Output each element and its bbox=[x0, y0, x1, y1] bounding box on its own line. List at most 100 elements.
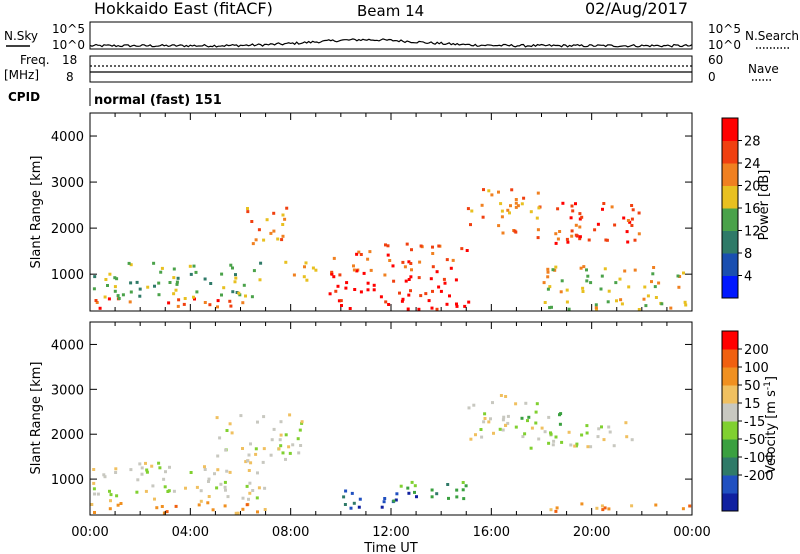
colorbar-tick-label: 15 bbox=[744, 397, 761, 412]
data-cell bbox=[249, 442, 252, 446]
data-cell bbox=[431, 289, 434, 293]
data-cell bbox=[417, 276, 421, 280]
data-cell bbox=[252, 269, 256, 273]
data-cell bbox=[262, 447, 266, 451]
data-cell bbox=[543, 301, 547, 304]
data-cell bbox=[566, 240, 570, 244]
data-cell bbox=[277, 447, 281, 451]
colorbar-segment bbox=[722, 367, 738, 386]
data-cell bbox=[340, 304, 343, 307]
data-cell bbox=[455, 304, 459, 308]
data-cell bbox=[153, 497, 156, 501]
data-cell bbox=[501, 231, 505, 235]
colorbar-segment bbox=[722, 230, 738, 254]
data-cell bbox=[254, 447, 258, 451]
data-cell bbox=[549, 508, 553, 512]
colorbar-segment bbox=[722, 275, 738, 299]
data-cell bbox=[461, 488, 465, 492]
data-cell bbox=[119, 502, 123, 505]
data-cell bbox=[573, 444, 577, 448]
data-cell bbox=[521, 435, 525, 439]
data-cell bbox=[430, 495, 434, 499]
data-cell bbox=[272, 427, 276, 431]
y-tick-label: 1000 bbox=[51, 473, 84, 488]
data-cell bbox=[630, 438, 634, 442]
data-cell bbox=[223, 485, 227, 489]
data-cell bbox=[225, 469, 229, 473]
y-tick-label: 4000 bbox=[51, 130, 84, 145]
data-cell bbox=[259, 261, 263, 265]
data-cell bbox=[92, 468, 96, 471]
data-cell bbox=[487, 420, 491, 424]
data-cell bbox=[229, 304, 233, 308]
data-cell bbox=[536, 236, 540, 240]
data-cell bbox=[613, 223, 617, 227]
data-cell bbox=[135, 490, 139, 494]
colorbar-segment bbox=[722, 253, 738, 276]
data-cell bbox=[348, 307, 352, 310]
data-cell bbox=[410, 268, 413, 272]
data-cell bbox=[281, 213, 285, 217]
data-cell bbox=[223, 504, 227, 508]
data-cell bbox=[311, 266, 315, 270]
data-cell bbox=[168, 465, 171, 469]
data-cell bbox=[464, 484, 468, 488]
data-cell bbox=[554, 265, 558, 269]
data-cell bbox=[500, 209, 504, 213]
data-cell bbox=[546, 267, 550, 271]
data-cell bbox=[269, 453, 273, 457]
data-cell bbox=[197, 503, 201, 507]
data-cell bbox=[93, 511, 96, 514]
data-cell bbox=[561, 201, 565, 205]
data-cell bbox=[229, 263, 233, 267]
data-cell bbox=[296, 437, 300, 441]
data-cell bbox=[334, 289, 338, 293]
noise-tick-high-left: 10^5 bbox=[52, 22, 85, 36]
data-cell bbox=[501, 428, 505, 432]
data-cell bbox=[430, 488, 434, 492]
data-cell bbox=[574, 202, 577, 206]
data-cell bbox=[601, 207, 604, 211]
data-cell bbox=[241, 301, 245, 305]
data-cell bbox=[249, 461, 253, 465]
data-cell bbox=[272, 211, 276, 215]
x-tick-label: 00:00 bbox=[71, 525, 108, 540]
data-cell bbox=[624, 421, 628, 425]
data-cell bbox=[644, 304, 648, 308]
data-cell bbox=[92, 481, 96, 485]
velocity-panel-frame bbox=[89, 321, 693, 516]
data-cell bbox=[251, 489, 255, 492]
data-cell bbox=[553, 268, 557, 272]
data-cell bbox=[558, 413, 561, 417]
data-cell bbox=[355, 269, 359, 273]
data-cell bbox=[410, 480, 414, 484]
data-cell bbox=[369, 268, 373, 272]
data-cell bbox=[366, 257, 370, 261]
x-tick-label: 16:00 bbox=[473, 525, 510, 540]
data-cell bbox=[188, 264, 192, 268]
data-cell bbox=[195, 290, 199, 294]
data-cell bbox=[237, 291, 241, 295]
colorbar-tick-label: 28 bbox=[744, 135, 761, 150]
data-cell bbox=[207, 480, 210, 483]
data-cell bbox=[605, 238, 609, 242]
colorbar-tick-label: -100 bbox=[744, 451, 774, 466]
beam-title: Beam 14 bbox=[357, 2, 424, 20]
data-cell bbox=[151, 484, 155, 488]
data-cell bbox=[206, 501, 210, 505]
data-cell bbox=[600, 274, 604, 278]
data-cell bbox=[482, 420, 486, 424]
data-cell bbox=[163, 485, 167, 489]
data-cell bbox=[602, 202, 606, 205]
data-cell bbox=[152, 261, 156, 265]
colorbar-tick-label: 16 bbox=[744, 202, 761, 217]
colorbar-segment bbox=[722, 493, 738, 512]
data-cell bbox=[487, 189, 491, 193]
data-cell bbox=[467, 406, 471, 410]
data-cell bbox=[92, 287, 96, 291]
data-cell bbox=[481, 215, 485, 219]
data-cell bbox=[466, 207, 470, 211]
data-cell bbox=[602, 438, 606, 442]
data-cell bbox=[463, 304, 467, 308]
data-cell bbox=[407, 293, 411, 297]
